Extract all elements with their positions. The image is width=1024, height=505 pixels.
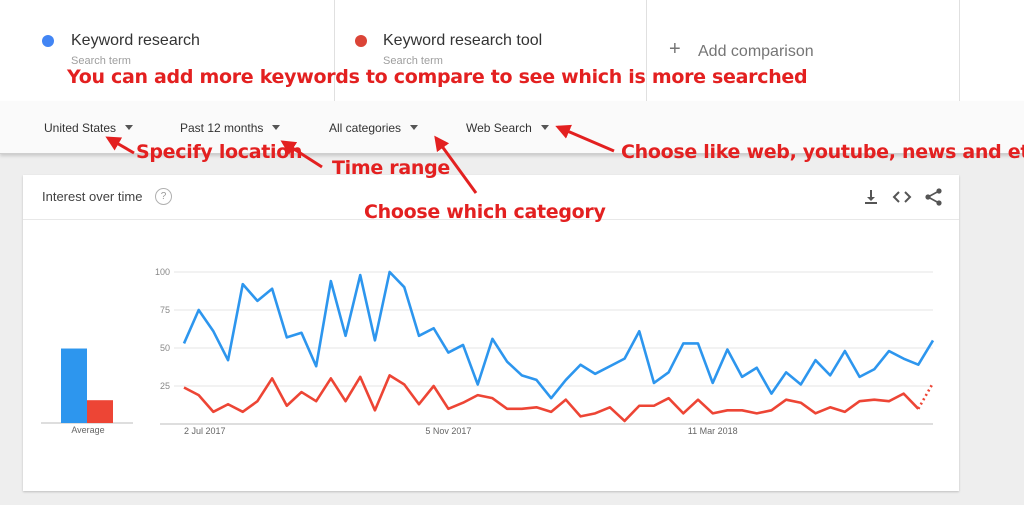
location-value: United States bbox=[44, 121, 117, 135]
y-tick-label: 75 bbox=[160, 305, 170, 315]
search-term-1[interactable]: Keyword research Search term bbox=[0, 0, 335, 101]
x-tick-label: 2 Jul 2017 bbox=[184, 426, 226, 436]
y-tick-label: 50 bbox=[160, 343, 170, 353]
card-title: Interest over time bbox=[42, 189, 143, 204]
term-1-subtitle: Search term bbox=[71, 55, 131, 67]
average-bar bbox=[61, 348, 87, 423]
share-icon[interactable] bbox=[924, 188, 944, 206]
caret-down-icon bbox=[125, 125, 134, 130]
download-icon[interactable] bbox=[861, 188, 881, 206]
comparison-bar: Keyword research Search term Keyword res… bbox=[0, 0, 1024, 101]
plus-icon: + bbox=[669, 38, 681, 60]
series-line bbox=[182, 270, 935, 400]
x-tick-label: 5 Nov 2017 bbox=[425, 426, 471, 436]
search-term-2[interactable]: Keyword research tool Search term bbox=[335, 0, 647, 101]
filter-bar: United States Past 12 months All categor… bbox=[0, 101, 1024, 154]
annotation-compare: You can add more keywords to compare to … bbox=[67, 66, 808, 88]
add-comparison-button[interactable]: + Add comparison bbox=[647, 0, 960, 101]
caret-down-icon bbox=[272, 125, 281, 130]
annotation-search-type: Choose like web, youtube, news and etc. bbox=[621, 141, 1024, 163]
caret-down-icon bbox=[540, 125, 549, 130]
average-bar bbox=[87, 400, 113, 423]
term-1-name[interactable]: Keyword research bbox=[71, 32, 200, 49]
caret-down-icon bbox=[410, 125, 419, 130]
annotation-category: Choose which category bbox=[364, 201, 606, 223]
x-tick-label: 11 Mar 2018 bbox=[688, 426, 738, 436]
interest-chart: 25 50 75 100 2 Jul 2017 5 Nov 2017 11 Mar 2018… bbox=[41, 267, 935, 436]
y-tick-label: 100 bbox=[155, 267, 170, 277]
average-label: Average bbox=[71, 425, 104, 435]
series-partial-line bbox=[917, 382, 935, 410]
time-range-dropdown[interactable]: Past 12 months bbox=[180, 121, 281, 135]
location-dropdown[interactable]: United States bbox=[44, 121, 134, 135]
term-2-name[interactable]: Keyword research tool bbox=[383, 32, 543, 49]
embed-code-icon[interactable] bbox=[892, 188, 912, 206]
add-comparison-label: Add comparison bbox=[698, 43, 814, 60]
category-dropdown[interactable]: All categories bbox=[329, 121, 419, 135]
y-tick-label: 25 bbox=[160, 381, 170, 391]
category-value: All categories bbox=[329, 121, 402, 135]
search-type-dropdown[interactable]: Web Search bbox=[466, 121, 549, 135]
series-line bbox=[183, 374, 920, 423]
term-2-color-dot bbox=[355, 35, 367, 47]
help-icon[interactable]: ? bbox=[155, 188, 172, 205]
annotation-time: Time range bbox=[332, 157, 450, 179]
card-divider bbox=[23, 219, 959, 220]
term-1-color-dot bbox=[42, 35, 54, 47]
annotation-location: Specify location bbox=[136, 141, 303, 163]
term-2-subtitle: Search term bbox=[383, 55, 443, 67]
interest-over-time-card: Interest over time ? 25 50 75 100 2 Jul 2017… bbox=[23, 175, 959, 491]
time-range-value: Past 12 months bbox=[180, 121, 264, 135]
search-type-value: Web Search bbox=[466, 121, 532, 135]
